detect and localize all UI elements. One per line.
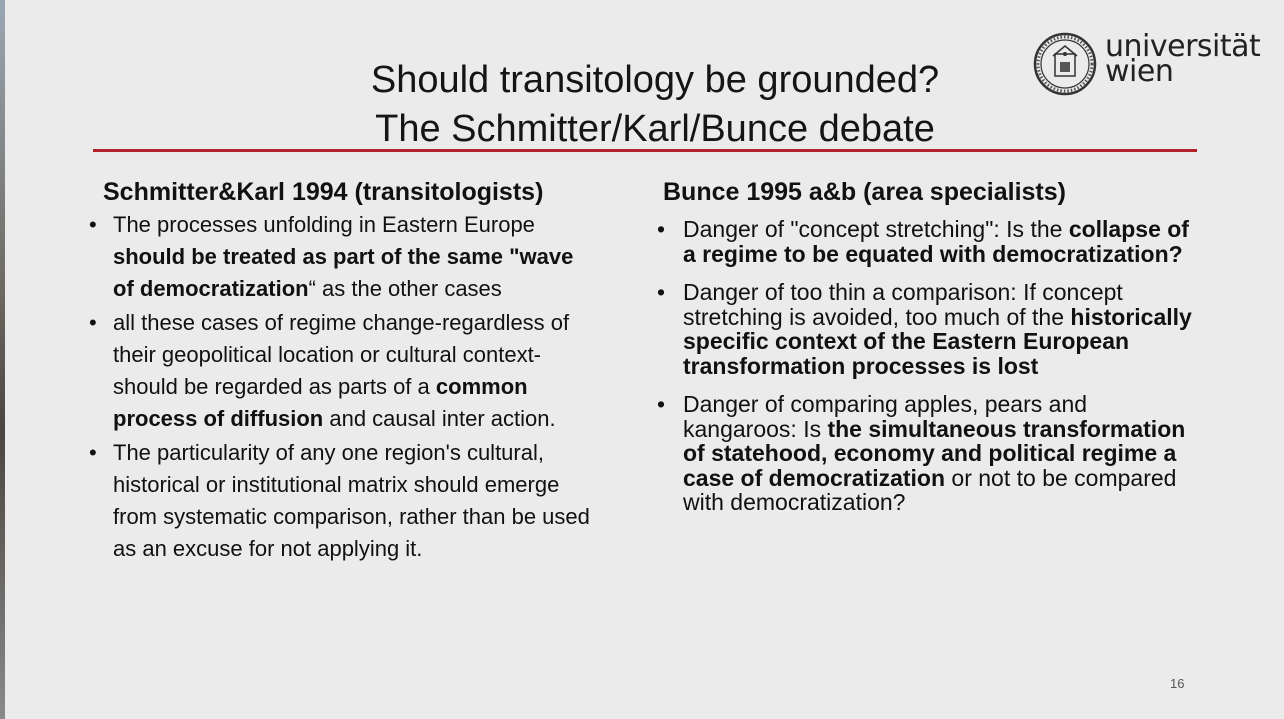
bullet-text-bold: the simultaneous transformation of state… bbox=[683, 415, 1186, 491]
bullet-text: Danger of too thin a comparison: If conc… bbox=[683, 279, 1123, 330]
logo-line-2: wien bbox=[1105, 54, 1174, 89]
university-logo: universität wien bbox=[1033, 32, 1273, 98]
bullet-dot: • bbox=[89, 212, 97, 237]
bullet-text: Danger of "concept stretching": Is the bbox=[683, 216, 1069, 242]
left-bullet-list: • The processes unfolding in Eastern Euro… bbox=[79, 209, 599, 565]
bullet-dot: • bbox=[657, 279, 666, 305]
bullet-text: Danger of comparing apples, pears and ka… bbox=[683, 391, 1088, 442]
right-heading: Bunce 1995 a&b (area specialists) bbox=[663, 178, 1066, 206]
bullet-text: The particularity of any one region's cu… bbox=[113, 440, 590, 561]
logo-line-1: universität bbox=[1105, 29, 1261, 64]
bullet-dot: • bbox=[657, 391, 666, 417]
left-column: Schmitter&Karl 1994 (transitologists) • T… bbox=[79, 175, 599, 565]
bullet-text: and causal inter action. bbox=[323, 406, 556, 431]
bullet-item: • Danger of too thin a comparison: If con… bbox=[653, 280, 1193, 378]
slide-title: Should transitology be grounded? The Sch… bbox=[205, 56, 1105, 154]
bullet-text: all these cases of regime change-regardl… bbox=[113, 310, 570, 399]
bullet-dot: • bbox=[89, 440, 97, 465]
bullet-item: • The particularity of any one region's c… bbox=[79, 437, 599, 565]
bullet-item: • Danger of "concept stretching": Is the … bbox=[653, 217, 1193, 266]
bullet-text-bold: collapse of a regime to be equated with … bbox=[683, 216, 1189, 267]
logo-wordmark: universität wien bbox=[1105, 29, 1261, 89]
bullet-item: • Danger of comparing apples, pears and k… bbox=[653, 392, 1193, 515]
title-divider bbox=[93, 149, 1197, 152]
bullet-item: • The processes unfolding in Eastern Euro… bbox=[79, 209, 599, 305]
page-number: 16 bbox=[1170, 676, 1185, 691]
left-heading: Schmitter&Karl 1994 (transitologists) bbox=[103, 178, 544, 206]
bullet-text-bold: should be treated as part of the same "w… bbox=[113, 244, 574, 301]
title-line-2: The Schmitter/Karl/Bunce debate bbox=[375, 108, 935, 150]
right-bullet-list: • Danger of "concept stretching": Is the … bbox=[653, 217, 1193, 515]
right-column: Bunce 1995 a&b (area specialists) • Dange… bbox=[653, 175, 1193, 529]
university-seal-icon bbox=[1033, 32, 1097, 96]
bullet-item: • all these cases of regime change-regard… bbox=[79, 307, 599, 435]
bullet-text-bold: common process of diffusion bbox=[113, 374, 528, 431]
bullet-text-bold: historically specific context of the Eas… bbox=[683, 303, 1192, 379]
title-line-1: Should transitology be grounded? bbox=[370, 59, 940, 101]
slide: Should transitology be grounded? The Sch… bbox=[5, 0, 1284, 719]
bullet-dot: • bbox=[657, 216, 666, 242]
window-edge-strip bbox=[0, 0, 5, 719]
bullet-text: “ as the other cases bbox=[308, 276, 502, 301]
bullet-text: The processes unfolding in Eastern Europ… bbox=[113, 212, 535, 237]
bullet-text: or not to be compared with democratizati… bbox=[683, 464, 1177, 515]
bullet-dot: • bbox=[89, 310, 97, 335]
